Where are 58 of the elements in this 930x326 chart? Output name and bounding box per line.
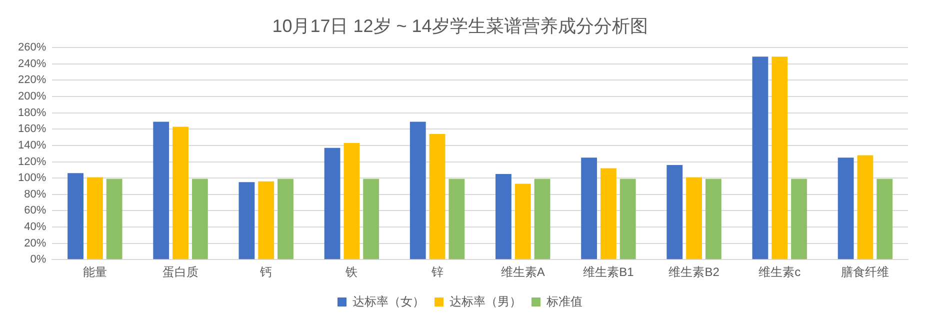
bar [192,178,208,260]
x-tick-label: 维生素A [500,265,545,280]
x-tick-label: 能量 [82,265,107,280]
bar [153,122,170,260]
bar [791,178,807,260]
bar [514,184,531,260]
y-tick-label: 80% [24,188,46,200]
y-tick-label: 60% [24,204,46,217]
bar [344,143,360,260]
bar [876,178,893,260]
x-tick-label: 钙 [259,265,272,280]
bar [278,178,294,260]
bar [258,181,274,260]
y-tick-label: 180% [18,106,46,119]
bar [86,177,103,260]
x-tick-label: 铁 [344,265,358,280]
bar [363,178,380,260]
bar [752,56,768,260]
bar [600,168,616,260]
bar [410,122,426,260]
chart-title: 10月17日 12岁 ~ 14岁学生菜谱营养成分分析图 [272,16,648,36]
bar [838,158,854,260]
y-tick-label: 40% [24,221,46,234]
legend-label: 达标率（男） [450,294,522,308]
y-tick-label: 200% [18,90,46,103]
bar [106,178,122,260]
bar [620,178,636,260]
y-tick-label: 220% [18,74,46,86]
y-tick-label: 140% [18,139,46,152]
x-tick-label: 膳食纤维 [841,265,890,280]
bar [581,158,597,260]
legend-label: 标准值 [546,294,582,308]
bar [238,182,255,260]
x-tick-label: 锌 [430,265,444,280]
y-tick-label: 120% [18,156,46,168]
bar [68,173,84,260]
y-tick-label: 100% [18,172,46,184]
legend-label: 达标率（女） [352,294,424,308]
y-tick-label: 260% [18,42,46,54]
y-tick-label: 0% [30,254,46,266]
bar [324,148,340,260]
y-tick-label: 240% [18,58,46,70]
y-tick-label: 160% [18,123,46,136]
y-tick-label: 20% [24,237,46,250]
bar [666,165,683,260]
bar [705,178,722,260]
bar [772,56,788,260]
bar [172,126,188,260]
x-tick-label: 维生素B1 [583,265,634,280]
bar [686,177,702,260]
bar [857,155,874,260]
x-tick-label: 蛋白质 [162,265,199,280]
x-tick-label: 维生素c [758,265,801,280]
bar [534,178,550,260]
bar [496,174,512,260]
x-tick-label: 维生素B2 [668,265,720,280]
bar [429,134,446,260]
bar [448,178,465,260]
